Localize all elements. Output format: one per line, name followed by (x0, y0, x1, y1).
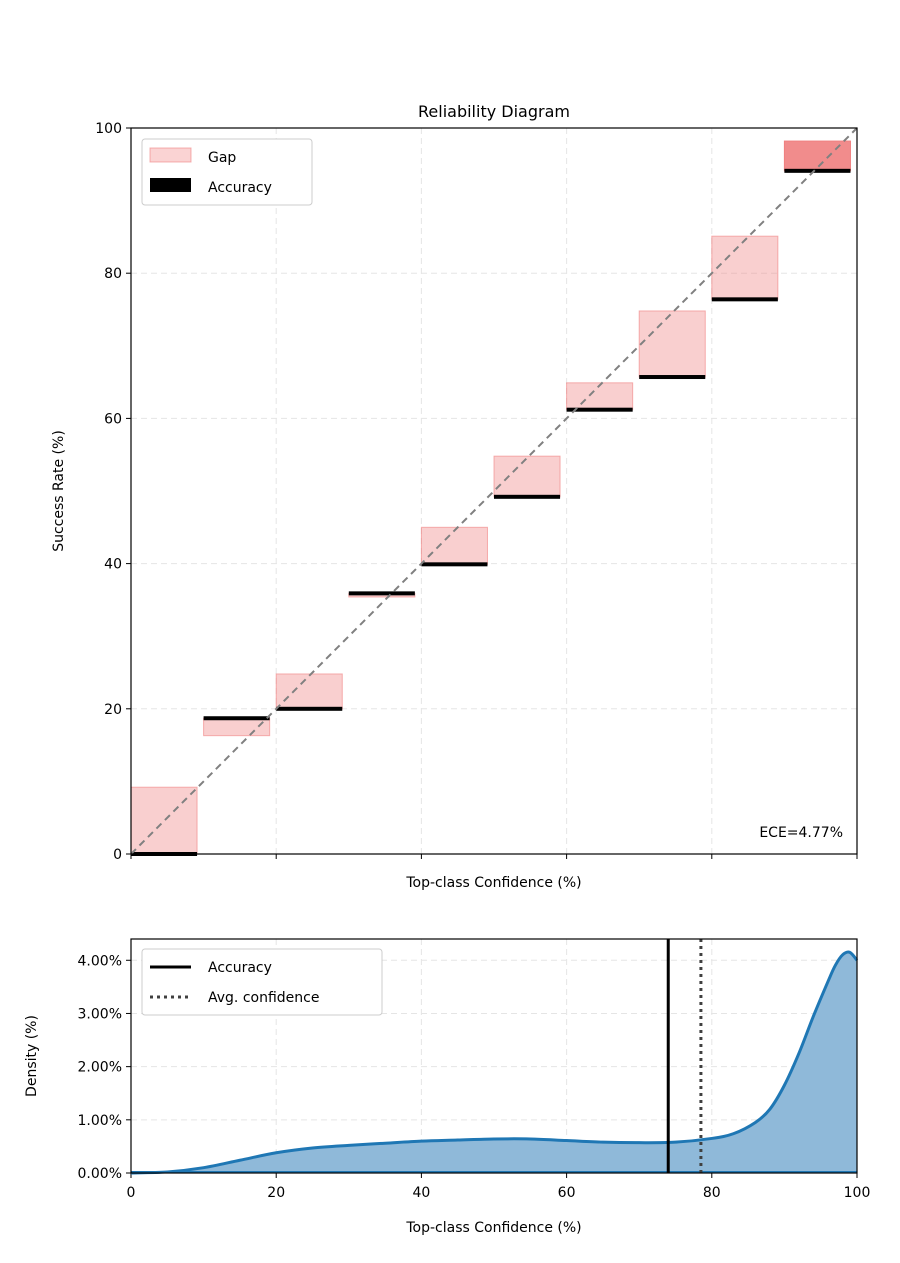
top-axes-frame (130, 127, 858, 855)
x-tick-label: 20 (267, 1185, 285, 1201)
gap-bar (203, 717, 271, 737)
y-tick-label: 20 (104, 702, 122, 718)
legend-accuracy-label: Accuracy (208, 180, 272, 196)
bottom-legend: Accuracy Avg. confidence (141, 948, 383, 1016)
accuracy-bar (639, 375, 706, 380)
top-ylabel: Success Rate (%) (51, 430, 67, 552)
top-xlabel: Top-class Confidence (%) (405, 875, 581, 891)
accuracy-bar (494, 494, 561, 499)
x-tick-label: 40 (412, 1185, 430, 1201)
legend-gap-label: Gap (208, 150, 236, 166)
y-tick-label: 80 (104, 266, 122, 282)
legend-gap-swatch (149, 147, 192, 163)
accuracy-bar (784, 168, 851, 173)
y-tick-label: 100 (95, 121, 122, 137)
gap-bar (493, 455, 561, 498)
legend-accuracy-swatch (150, 178, 191, 192)
gap-bar (711, 235, 779, 300)
ece-annotation: ECE=4.77% (759, 825, 843, 841)
top-title: Reliability Diagram (418, 102, 570, 121)
accuracy-bar (711, 297, 778, 302)
accuracy-bar (566, 407, 633, 412)
bottom-ylabel: Density (%) (24, 1015, 40, 1097)
gap-bar (275, 673, 343, 710)
gap-bar (420, 526, 488, 565)
y-tick-label: 4.00% (78, 953, 122, 969)
legend-accuracy-label-bottom: Accuracy (208, 960, 272, 976)
bottom-axes-frame (130, 938, 858, 1174)
accuracy-bar (348, 591, 415, 596)
y-tick-label: 40 (104, 557, 122, 573)
x-tick-label: 100 (844, 1185, 871, 1201)
x-tick-label: 60 (558, 1185, 576, 1201)
diagonal-line (130, 127, 858, 855)
accuracy-bar (203, 716, 270, 721)
accuracy-bar (276, 706, 343, 711)
y-tick-label: 60 (104, 411, 122, 427)
density-line (130, 950, 859, 1175)
x-tick-label: 80 (703, 1185, 721, 1201)
y-tick-label: 3.00% (78, 1006, 122, 1022)
y-tick-label: 0.00% (78, 1166, 122, 1182)
accuracy-bar (421, 562, 488, 567)
bottom-xlabel: Top-class Confidence (%) (405, 1220, 581, 1236)
top-legend: Gap Accuracy (141, 138, 313, 206)
reliability-diagram: 0 20 40 60 80 100 (95, 121, 858, 863)
density-fill (131, 952, 857, 1173)
y-tick-label: 1.00% (78, 1113, 122, 1129)
gap-bar (638, 310, 706, 378)
confidence-density-plot: 0 20 40 60 80 100 0.00% 1.00% 2.00% 3.00% 4.00% (78, 938, 871, 1201)
gap-bar (566, 382, 634, 411)
x-tick-label: 0 (127, 1185, 136, 1201)
y-tick-label: 0 (113, 847, 122, 863)
y-tick-label: 2.00% (78, 1060, 122, 1076)
legend-avg-confidence-label: Avg. confidence (208, 990, 319, 1006)
